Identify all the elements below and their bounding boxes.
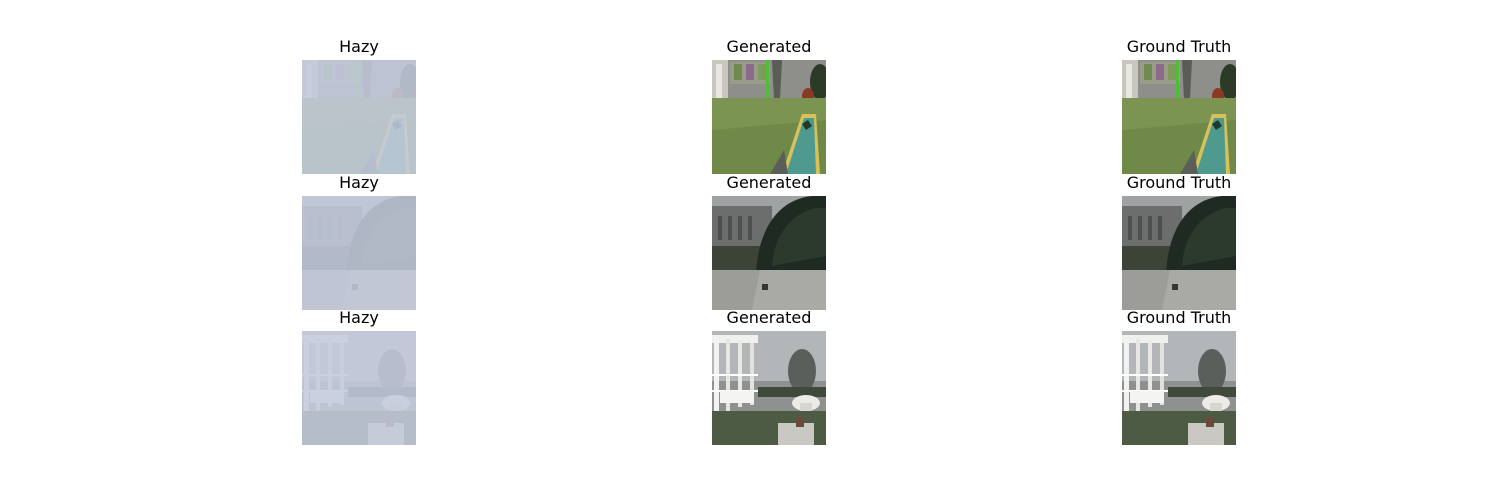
panel-title: Hazy [339,37,379,56]
clear-image [712,60,826,174]
clear-image [1122,331,1236,445]
panel-title: Hazy [339,173,379,192]
panel-title: Generated [726,308,812,327]
hazy-image [302,331,416,445]
hazy-image [302,60,416,174]
clear-image [712,331,826,445]
panel-title: Hazy [339,308,379,327]
clear-image [712,196,826,310]
panel-title: Ground Truth [1126,308,1232,327]
panel-title: Ground Truth [1126,173,1232,192]
panel-title: Generated [726,37,812,56]
clear-image [1122,60,1236,174]
panel-title: Generated [726,173,812,192]
clear-image [1122,196,1236,310]
panel-title: Ground Truth [1126,37,1232,56]
hazy-image [302,196,416,310]
